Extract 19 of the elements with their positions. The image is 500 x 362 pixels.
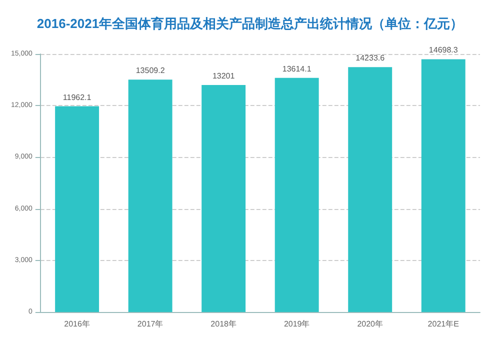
x-tick-label: 2020年 xyxy=(357,320,383,328)
x-tick-label: 2019年 xyxy=(284,320,310,328)
bar xyxy=(348,67,392,312)
bar xyxy=(202,84,246,312)
x-tick-label: 2021年E xyxy=(428,320,459,328)
x-tick-label: 2017年 xyxy=(137,320,164,328)
data-label: 13201 xyxy=(212,71,236,80)
data-label: 14698.3 xyxy=(428,46,458,55)
data-label: 13509.2 xyxy=(136,66,166,76)
data-label: 14233.6 xyxy=(356,54,386,63)
data-label: 11962.1 xyxy=(62,92,92,102)
bar xyxy=(421,59,466,312)
bar xyxy=(128,80,172,312)
data-label: 13614.1 xyxy=(282,64,312,74)
chart-title: 2016-2021年全国体育用品及相关产品制造总产出统计情况（单位：亿元） xyxy=(36,16,464,31)
bar xyxy=(55,106,100,312)
x-tick-label: 2016年 xyxy=(64,320,90,328)
bar xyxy=(274,78,319,312)
x-tick-label: 2018年 xyxy=(210,320,236,328)
